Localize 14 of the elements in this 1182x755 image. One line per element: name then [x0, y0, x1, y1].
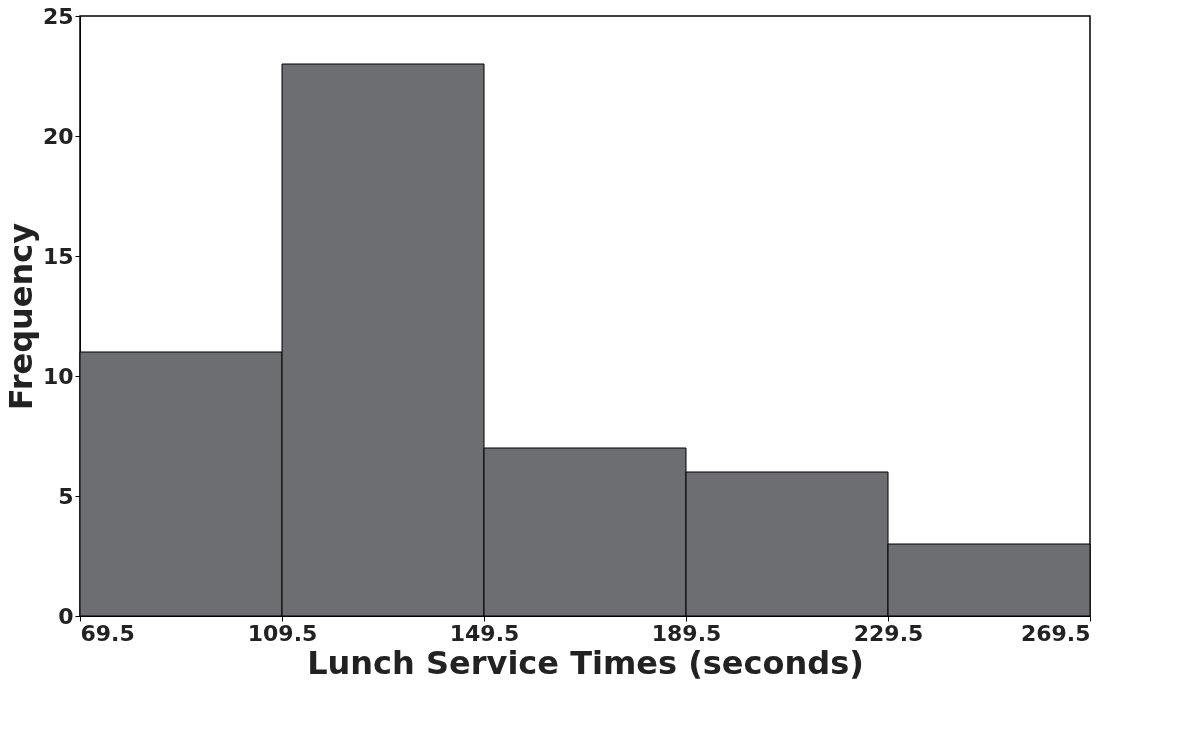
- y-tick-label: 25: [42, 3, 74, 29]
- x-tick-label: 69.5: [80, 620, 135, 646]
- x-tick-label: 109.5: [247, 620, 318, 646]
- y-tick-label: 15: [42, 243, 74, 269]
- y-tick-label: 10: [42, 363, 74, 389]
- x-tick-label: 269.5: [1020, 620, 1091, 646]
- x-tick-label: 229.5: [853, 620, 924, 646]
- x-tick-label: 149.5: [449, 620, 520, 646]
- y-axis-title: Frequency: [1, 222, 40, 411]
- x-tick-label: 189.5: [651, 620, 722, 646]
- y-tick-label: 20: [42, 123, 74, 149]
- y-tick-label: 0: [58, 603, 74, 629]
- x-axis-title: Lunch Service Times (seconds): [307, 643, 864, 682]
- y-tick-label: 5: [58, 483, 74, 509]
